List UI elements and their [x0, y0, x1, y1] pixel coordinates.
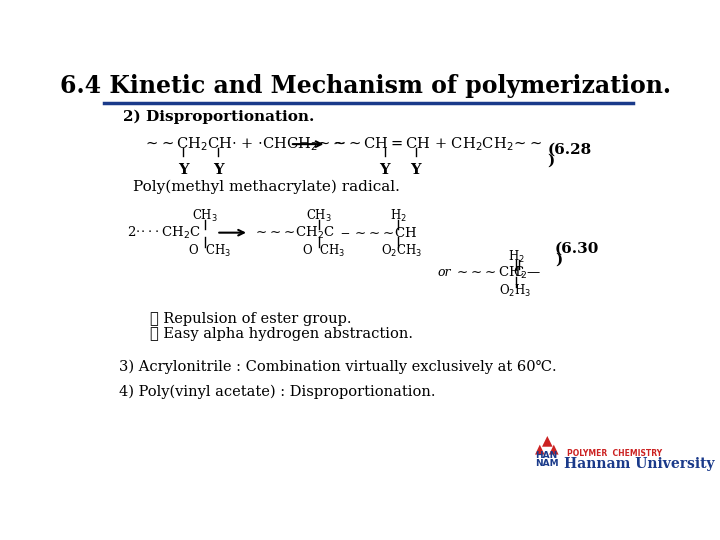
Text: H$_2$: H$_2$ — [508, 248, 525, 265]
Text: ): ) — [555, 253, 562, 267]
Text: or: or — [437, 266, 451, 279]
Text: ② Easy alpha hydrogen abstraction.: ② Easy alpha hydrogen abstraction. — [150, 327, 413, 341]
Text: $\sim\!\sim\!\sim\!$CH: $\sim\!\sim\!\sim\!$CH — [352, 226, 418, 240]
Text: CH$_3$: CH$_3$ — [192, 208, 217, 224]
Text: O  CH$_3$: O CH$_3$ — [188, 243, 230, 259]
Text: Hannam University: Hannam University — [564, 457, 715, 471]
Text: CH$_3$: CH$_3$ — [306, 208, 332, 224]
Text: $\sim\!\sim$CH$=$CH + CH$_2$CH$_2\!\sim\!\sim$: $\sim\!\sim$CH$=$CH + CH$_2$CH$_2\!\sim\… — [330, 135, 542, 153]
Text: ): ) — [547, 153, 554, 167]
Text: –: – — [340, 224, 348, 242]
Text: ▲: ▲ — [536, 442, 545, 455]
Text: Y: Y — [178, 163, 188, 177]
Text: (6.30: (6.30 — [555, 242, 599, 256]
Text: 4) Poly(vinyl acetate) : Disproportionation.: 4) Poly(vinyl acetate) : Disproportionat… — [120, 385, 436, 399]
Text: C: C — [513, 266, 523, 279]
Text: O$_2$CH$_3$: O$_2$CH$_3$ — [382, 243, 423, 259]
Text: NAM: NAM — [536, 459, 559, 468]
Text: Poly(methyl methacrylate) radical.: Poly(methyl methacrylate) radical. — [132, 179, 400, 194]
Text: H$_2$: H$_2$ — [390, 208, 407, 224]
Text: 6.4 Kinetic and Mechanism of polymerization.: 6.4 Kinetic and Mechanism of polymerizat… — [60, 75, 670, 98]
Text: O$_2$H$_3$: O$_2$H$_3$ — [499, 283, 531, 299]
Text: POLYMER  CHEMISTRY: POLYMER CHEMISTRY — [567, 449, 662, 458]
Text: HAN: HAN — [536, 451, 558, 460]
Text: (6.28: (6.28 — [547, 143, 592, 157]
Text: $\sim\!\sim\!\sim\!$CH$_2$C: $\sim\!\sim\!\sim\!$CH$_2$C — [253, 225, 335, 241]
Text: O  CH$_3$: O CH$_3$ — [302, 243, 345, 259]
Text: 3) Acrylonitrile : Combination virtually exclusively at 60℃.: 3) Acrylonitrile : Combination virtually… — [120, 360, 557, 374]
Text: $\sim\!\sim\!\sim$CH$_2$—: $\sim\!\sim\!\sim$CH$_2$— — [454, 265, 541, 281]
Text: Y: Y — [212, 163, 223, 177]
Text: ▲: ▲ — [549, 442, 559, 455]
Text: $\sim\!\sim$CH$_2$CH$\cdot$ + $\cdot$CHCH$_2\!\sim\!\sim$: $\sim\!\sim$CH$_2$CH$\cdot$ + $\cdot$CHC… — [143, 135, 346, 153]
Text: Y: Y — [410, 163, 420, 177]
Text: 2) Disproportionation.: 2) Disproportionation. — [122, 109, 314, 124]
Text: ▲: ▲ — [542, 434, 552, 448]
Text: Y: Y — [379, 163, 390, 177]
Text: 2$\cdot\!\cdot\!\cdot\!\cdot$CH$_2$C: 2$\cdot\!\cdot\!\cdot\!\cdot$CH$_2$C — [127, 225, 201, 241]
Text: ① Repulsion of ester group.: ① Repulsion of ester group. — [150, 312, 352, 326]
